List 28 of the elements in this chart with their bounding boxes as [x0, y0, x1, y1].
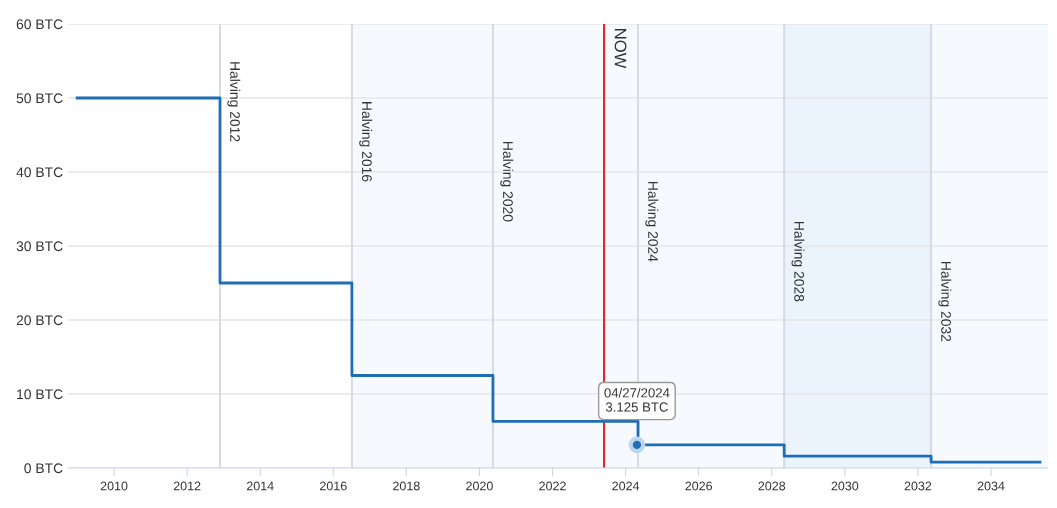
ref-line-label: Halving 2032	[938, 261, 952, 342]
x-tick-label: 2030	[831, 481, 859, 491]
x-tick-label: 2024	[612, 481, 640, 491]
ref-line-label: Halving 2020	[500, 142, 514, 222]
y-tick-label: 20 BTC	[16, 315, 63, 326]
x-tick-label: 2010	[100, 481, 128, 491]
x-tick-label: 2022	[539, 481, 566, 491]
ref-line-label: NOW	[614, 29, 627, 69]
x-tick-label: 2032	[904, 481, 932, 491]
y-tick-label: 30 BTC	[16, 241, 63, 252]
ref-line-label: Halving 2016	[359, 102, 373, 182]
y-tick-label: 40 BTC	[16, 167, 63, 178]
y-tick-label: 50 BTC	[16, 93, 63, 104]
x-tick-label: 2026	[685, 481, 713, 491]
y-tick-label: 0 BTC	[24, 463, 63, 474]
x-tick-label: 2012	[173, 481, 201, 491]
y-tick-label: 10 BTC	[17, 389, 63, 400]
ref-line-label: Halving 2012	[227, 62, 241, 142]
x-tick-label: 2028	[758, 481, 786, 491]
x-tick-label: 2020	[466, 481, 493, 491]
ref-line-label: Halving 2028	[791, 221, 805, 302]
x-tick-label: 2016	[320, 481, 347, 491]
x-tick-label: 2018	[393, 481, 420, 491]
y-tick-label: 60 BTC	[16, 19, 63, 30]
annotation: 04/27/2024 3.125 BTC	[604, 387, 670, 412]
x-tick-label: 2014	[246, 481, 274, 491]
ref-line-label: Halving 2024	[645, 182, 659, 262]
x-tick-label: 2034	[977, 481, 1005, 491]
